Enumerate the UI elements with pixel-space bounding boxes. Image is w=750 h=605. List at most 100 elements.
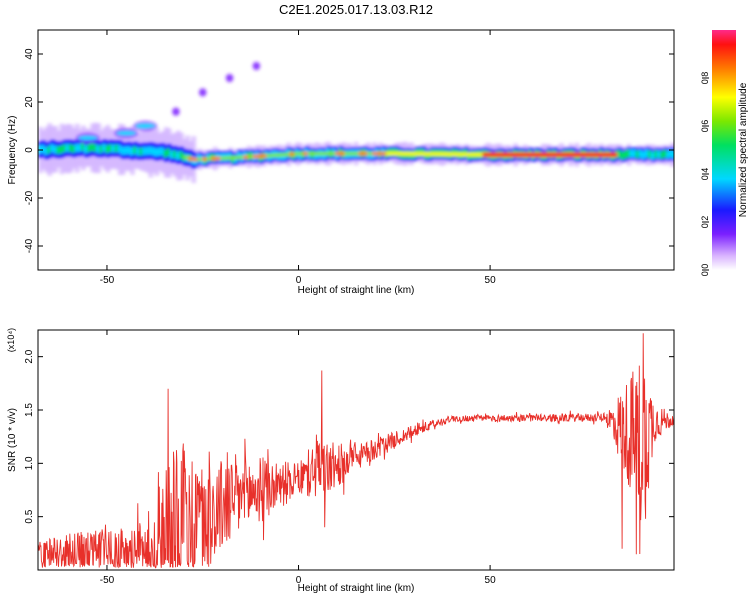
- spectral-peak-cell: [574, 152, 581, 157]
- colorbar-label: Normalized spectral amplitude: [738, 82, 749, 217]
- spectral-peak-cell: [293, 152, 300, 156]
- spectral-peak-cell: [192, 157, 199, 162]
- spectral-peak-cell: [252, 154, 259, 159]
- spectral-ridge-cell: [142, 147, 148, 155]
- spectral-peak-cell: [413, 152, 420, 156]
- spectral-peak-cell: [307, 151, 314, 156]
- spectral-ridge-cell: [136, 147, 142, 156]
- upper-branch-blob: [135, 123, 156, 129]
- spectral-peak-cell: [464, 152, 471, 157]
- spectral-peak-cell: [211, 156, 218, 161]
- spectral-peak-cell: [215, 156, 222, 161]
- spectral-ridge-cell: [169, 150, 175, 159]
- spectral-peak-cell: [312, 151, 319, 156]
- spectral-peak-cell: [473, 152, 480, 157]
- spectral-ridge-cell: [638, 149, 644, 158]
- spectral-peak-cell: [569, 152, 576, 157]
- bottom-ytick-label: 2.0: [24, 349, 35, 363]
- spectral-ridge-cell: [163, 149, 169, 158]
- spectral-ridge-cell: [44, 147, 50, 155]
- spectral-ridge-cell: [68, 144, 74, 152]
- spectral-peak-cell: [183, 155, 190, 160]
- spectral-peak-cell: [321, 151, 328, 156]
- spectral-ridge-cell: [651, 151, 657, 160]
- spectral-peak-cell: [376, 151, 383, 156]
- spectral-ridge-cell: [151, 147, 157, 156]
- spectral-ridge-cell: [111, 144, 117, 153]
- spectral-ridge-cell: [635, 150, 641, 159]
- spectral-peak-cell: [372, 151, 379, 156]
- top-axis-ticks: -50 0 50 -40 -20 0 20 40: [24, 30, 674, 286]
- spectral-energy: [38, 61, 674, 184]
- spectral-peak-cell: [335, 151, 342, 156]
- spectral-ridge-cell: [620, 151, 626, 160]
- spectral-peak-cell: [284, 152, 291, 157]
- upper-branch-blob: [254, 64, 259, 68]
- spectral-ridge-cell: [654, 150, 660, 159]
- spectral-peak-cell: [510, 152, 517, 157]
- bottom-plot-frame: [37, 329, 675, 571]
- colorbar-tick-label: 0.2: [700, 216, 710, 229]
- spectral-peak-cell: [234, 155, 241, 160]
- spectral-peak-cell: [238, 155, 245, 159]
- top-xtick-label: 0: [296, 275, 302, 286]
- spectral-peak-cell: [188, 157, 195, 161]
- spectral-peak-cell: [367, 151, 374, 156]
- bottom-axis-ticks: -50 0 50 0.5 1.0 1.5 2.0: [24, 330, 674, 586]
- bottom-ytick-label: 0.5: [24, 509, 35, 523]
- spectral-ridge-cell: [669, 149, 674, 158]
- spectral-peak-cell: [542, 152, 549, 157]
- spectral-peak-cell: [500, 152, 507, 157]
- spectral-ridge-cell: [93, 144, 99, 152]
- spectral-peak-cell: [362, 151, 369, 156]
- spectral-ridge-cell: [172, 150, 178, 159]
- spectral-peak-cell: [583, 152, 590, 157]
- spectral-ridge-cell: [77, 144, 83, 152]
- spectral-ridge-cell: [166, 148, 172, 157]
- spectral-ridge-cell: [626, 149, 632, 158]
- spectral-ridge-cell: [114, 144, 120, 153]
- spectral-peak-cell: [349, 151, 356, 156]
- spectral-peak-cell: [454, 152, 461, 157]
- spectral-ridge-cell: [666, 150, 672, 159]
- spectral-peak-cell: [275, 153, 282, 157]
- top-xtick-label: 50: [485, 275, 497, 286]
- spectral-ridge-cell: [90, 143, 96, 151]
- spectral-peak-cell: [422, 152, 429, 156]
- spectral-ridge-cell: [623, 151, 629, 159]
- spectral-ridge-cell: [59, 145, 65, 154]
- spectral-ridge-cell: [641, 151, 647, 160]
- spectral-peak-cell: [431, 152, 438, 156]
- spectral-ridge-cell: [123, 146, 129, 155]
- spectral-peak-cell: [578, 152, 585, 157]
- bottom-xtick-label: -50: [100, 575, 115, 586]
- spectral-ridge-cell: [157, 147, 163, 156]
- spectral-peak-cell: [339, 151, 346, 156]
- spectral-peak-cell: [261, 154, 268, 158]
- spectral-peak-cell: [450, 152, 457, 156]
- spectral-peak-cell: [358, 151, 365, 156]
- spectral-ridge-cell: [133, 146, 139, 154]
- top-ytick-label: -20: [24, 190, 35, 205]
- upper-branch-blob: [173, 110, 178, 113]
- spectral-ridge-cell: [102, 143, 108, 152]
- top-xtick-label: -50: [100, 275, 115, 286]
- top-ytick-label: 0: [24, 147, 35, 153]
- bottom-panel: -50 0 50 0.5 1.0 1.5 2.0 Height of straight li…: [6, 328, 675, 594]
- spectral-ridge-cell: [647, 150, 653, 159]
- spectral-peak-cell: [546, 152, 553, 157]
- spectral-ridge-cell: [139, 147, 145, 156]
- spectral-ridge-cell: [117, 144, 123, 153]
- upper-branch-blob: [227, 76, 232, 80]
- spectral-ridge-cell: [62, 144, 68, 153]
- spectral-peak-cell: [418, 152, 425, 156]
- spectral-peak-cell: [427, 152, 434, 156]
- spectral-peak-cell: [505, 152, 512, 157]
- spectral-peak-cell: [519, 152, 526, 157]
- colorbar-tick-label: 0.6: [700, 120, 710, 133]
- spectral-peak-cell: [381, 151, 388, 156]
- colorbar-tick-label: 0.0: [700, 264, 710, 277]
- spectral-ridge-cell: [96, 145, 102, 153]
- upper-branch-blob: [116, 131, 137, 136]
